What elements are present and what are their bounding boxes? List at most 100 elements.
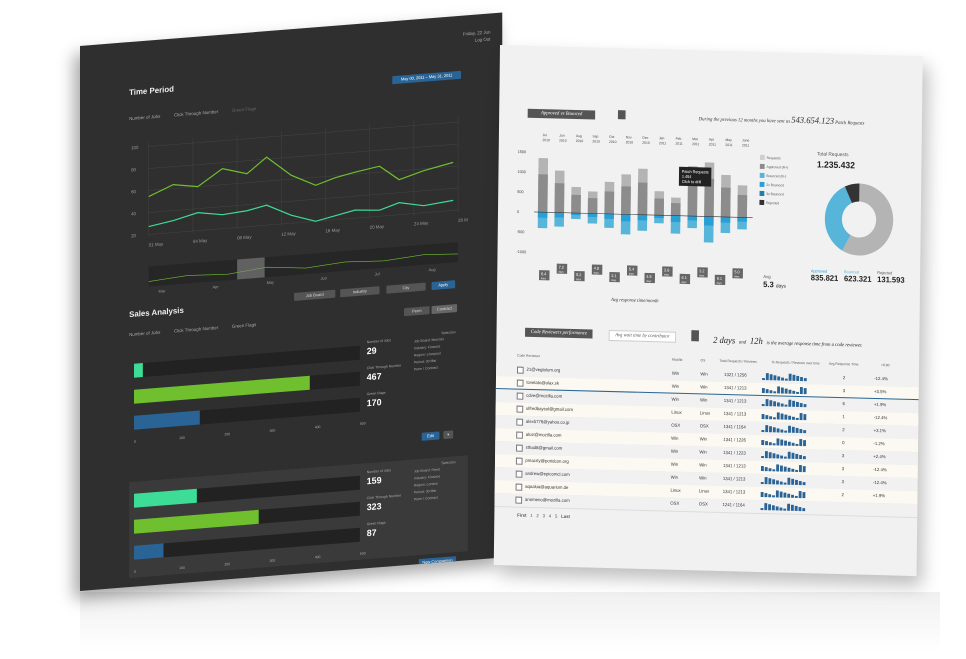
tooltip-action[interactable]: Click to drill <box>681 178 702 185</box>
approved-bar[interactable] <box>687 180 698 217</box>
legend-green-flags[interactable]: Green Flags <box>231 106 257 113</box>
reviewer-email[interactable]: alcst@mozilla.com <box>525 431 562 438</box>
double-bounced-bar[interactable] <box>554 212 565 218</box>
approved-bar[interactable] <box>670 202 681 216</box>
reviewer-email[interactable]: ulfredbaysol@gmail.com <box>526 405 573 413</box>
approved-bar[interactable] <box>604 191 615 215</box>
metric-bar-fill[interactable] <box>134 509 259 534</box>
table-header-cell[interactable]: % Requests / Reviews over time <box>771 360 820 366</box>
approved-bar[interactable] <box>654 198 664 216</box>
filter-job-board[interactable]: Job Board <box>294 289 336 301</box>
approved-bar[interactable] <box>720 187 731 218</box>
reviewers-toggle-icon[interactable] <box>691 330 699 342</box>
table-header-cell[interactable]: +8.90 <box>881 363 890 368</box>
pagination-link[interactable]: 3 <box>542 513 546 519</box>
tab-avg-wait-time[interactable]: Avg wait time by contributor <box>608 329 677 343</box>
row-checkbox[interactable] <box>516 379 524 387</box>
reviewer-email[interactable]: alex5776@yahoo.co.jp <box>525 418 570 425</box>
pagination-link[interactable]: 5 <box>554 513 558 519</box>
table-header-cell[interactable]: OS <box>700 358 706 363</box>
filter-city[interactable]: City <box>386 282 426 294</box>
metric-bar-fill[interactable] <box>134 362 144 378</box>
metric-bar-fill[interactable] <box>134 410 200 430</box>
double-bounced-bar[interactable] <box>654 215 664 219</box>
table-header-cell[interactable]: Mozilla <box>672 357 683 362</box>
metric-bar-fill[interactable] <box>134 375 311 404</box>
row-checkbox[interactable] <box>516 405 524 413</box>
row-checkbox[interactable] <box>515 496 523 504</box>
chart-toggle-icon[interactable] <box>617 110 626 120</box>
pagination-link[interactable]: 2 <box>536 513 539 519</box>
table-header-cell[interactable]: Total Requests / Reviews <box>719 358 757 364</box>
approved-bar[interactable] <box>554 183 565 213</box>
edit-button[interactable]: Edit <box>421 431 440 441</box>
legend-item[interactable]: Requests <box>759 154 781 161</box>
legend-item[interactable]: Bounced (R-) <box>759 172 786 179</box>
sales-legend-click[interactable]: Click Through Number <box>174 325 219 334</box>
date-range-picker[interactable]: May 00, 2011 – May 31, 2011 <box>392 70 462 85</box>
legend-item[interactable]: Approved (R+) <box>759 163 788 170</box>
reviewer-email[interactable]: pmacrty@poridcon.org <box>525 457 569 464</box>
double-bounced-bar[interactable] <box>637 214 648 221</box>
row-checkbox[interactable] <box>515 470 523 478</box>
reviewer-email[interactable]: cdve@mozilla.com <box>526 392 563 399</box>
double-bounced-bar[interactable] <box>704 216 714 226</box>
table-header-cell[interactable]: Code Reviewer <box>517 353 540 359</box>
apply-button[interactable]: Apply <box>431 280 456 291</box>
double-bounced-bar[interactable] <box>537 212 548 218</box>
donut-slice[interactable] <box>824 186 852 251</box>
approved-bar[interactable] <box>737 194 748 218</box>
approved-bar[interactable] <box>571 194 581 214</box>
metric-bar-fill[interactable] <box>134 543 164 560</box>
sales-legend-jobs[interactable]: Number of Jobs <box>129 329 161 338</box>
toggle-contract[interactable]: Contract <box>431 304 458 315</box>
logout-link[interactable]: Log Out <box>474 36 491 43</box>
pagination-link[interactable]: 1 <box>530 512 533 519</box>
double-bounced-bar[interactable] <box>670 215 681 223</box>
sales-legend-green[interactable]: Green Flags <box>231 322 257 329</box>
double-bounced-bar[interactable] <box>687 215 698 221</box>
toggle-perm[interactable]: Perm <box>404 306 430 317</box>
double-bounced-bar[interactable] <box>604 213 614 219</box>
pagination-link[interactable]: First <box>517 512 527 518</box>
reviewer-email[interactable]: 21@vegtolum.org <box>526 366 561 373</box>
legend-item[interactable]: Rejected <box>759 199 779 206</box>
metric-bar-fill[interactable] <box>134 488 198 508</box>
donut-slice[interactable] <box>842 183 894 256</box>
double-bounced-bar[interactable] <box>587 213 598 218</box>
approved-bar[interactable] <box>637 182 648 215</box>
filter-industry[interactable]: Industry <box>340 286 380 298</box>
legend-number-of-jobs[interactable]: Number of Jobs <box>129 113 161 122</box>
donut-slice[interactable] <box>844 183 860 204</box>
double-bounced-bar[interactable] <box>720 216 731 223</box>
row-checkbox[interactable] <box>516 366 524 374</box>
reviewer-email[interactable]: anomeno@mozilla.com <box>524 496 570 503</box>
reviewer-email[interactable]: sthad8@gmail.com <box>525 444 563 451</box>
dropdown-caret-icon[interactable]: ▾ <box>443 430 454 440</box>
legend-item[interactable]: 2x Bounced <box>759 181 784 188</box>
row-checkbox[interactable] <box>516 418 524 426</box>
new-comparison-button[interactable]: New Comparison <box>418 556 457 568</box>
tab-code-reviewers[interactable]: Code Reviewers performance <box>525 327 593 339</box>
row-checkbox[interactable] <box>516 444 523 452</box>
approved-bar[interactable] <box>704 178 715 217</box>
double-bounced-bar[interactable] <box>571 212 581 216</box>
reviewer-email[interactable]: tovelato@ulax.sk <box>526 379 560 386</box>
pagination-link[interactable]: Last <box>561 513 571 519</box>
reviewer-email[interactable]: andrew@epicomcl.com <box>525 470 570 477</box>
pagination-link[interactable]: 4 <box>548 513 552 519</box>
row-checkbox[interactable] <box>515 483 523 491</box>
table-header-cell[interactable]: Avg Response Time <box>828 361 859 367</box>
total-requests-label: Total Requests <box>817 151 849 159</box>
double-bounced-bar[interactable] <box>737 217 747 222</box>
row-checkbox[interactable] <box>516 431 523 439</box>
legend-click-through[interactable]: Click Through Number <box>174 109 219 118</box>
row-checkbox[interactable] <box>515 457 523 465</box>
approved-bar[interactable] <box>537 174 548 213</box>
row-checkbox[interactable] <box>516 392 524 400</box>
double-bounced-bar[interactable] <box>620 214 631 222</box>
approved-bar[interactable] <box>587 197 598 214</box>
reviewer-email[interactable]: aqualua@aquarium.de <box>525 483 569 490</box>
legend-item[interactable]: 3x Bounced <box>759 190 784 197</box>
approved-bar[interactable] <box>621 186 631 215</box>
